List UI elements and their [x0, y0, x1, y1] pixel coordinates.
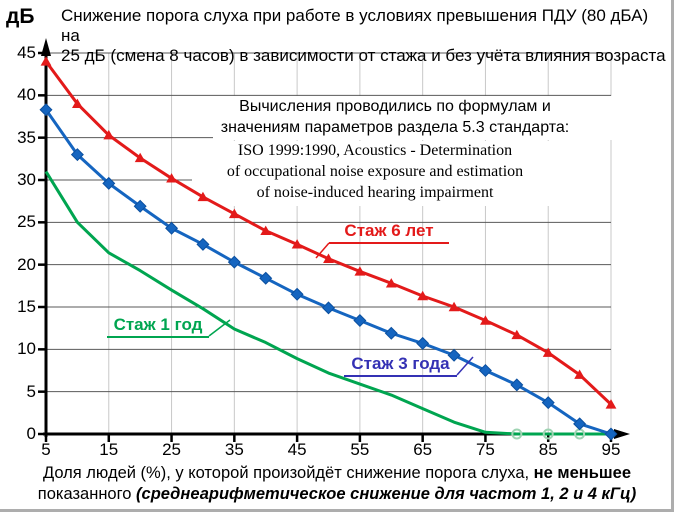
leader-3-years — [456, 356, 474, 376]
iso-annotation-backdrop — [225, 141, 555, 206]
x-axis-arrow — [614, 429, 630, 439]
y-tick-label: 15 — [17, 297, 36, 316]
diamond-marker — [259, 271, 273, 285]
chart-title: Снижение порога слуха при работе в услов… — [61, 6, 666, 65]
diamond-marker — [196, 237, 210, 251]
caption-bold-italic-text: (среднеарифметическое снижение для часто… — [136, 485, 637, 503]
diamond-marker — [541, 396, 555, 410]
diamond-marker — [290, 287, 304, 301]
triangle-marker — [385, 278, 397, 288]
y-tick-label: 5 — [26, 381, 36, 401]
series-0 — [40, 56, 617, 409]
x-tick-label: 55 — [350, 440, 370, 459]
series-label-1-year: Стаж 1 год — [107, 315, 209, 338]
triangle-marker — [354, 266, 366, 276]
y-axis-unit-label: дБ — [6, 5, 35, 28]
triangle-marker — [417, 290, 429, 301]
x-axis-caption: Доля людей (%), у которой произойдёт сни… — [0, 463, 671, 505]
x-tick-label: 85 — [538, 440, 558, 459]
caption-bold-text: не меньшее — [533, 464, 631, 482]
triangle-marker — [260, 225, 272, 235]
y-tick-label: 20 — [17, 254, 36, 274]
triangle-marker — [197, 191, 209, 202]
triangle-marker — [605, 399, 617, 409]
y-tick-label: 40 — [17, 85, 36, 105]
y-tick-label: 10 — [17, 339, 36, 359]
x-tick-label: 35 — [224, 440, 244, 459]
triangle-marker — [480, 315, 491, 325]
diamond-marker — [353, 314, 367, 328]
triangle-marker — [166, 173, 177, 183]
y-axis-arrow — [41, 38, 51, 56]
iso-standard-annotation: ISO 1999:1990, Acoustics - Determination… — [226, 142, 524, 201]
zero-circle-marker — [542, 428, 554, 440]
x-tick-label: 25 — [162, 440, 181, 459]
diamond-marker — [102, 176, 116, 190]
diamond-marker — [510, 378, 524, 392]
diamond-marker — [384, 326, 398, 340]
triangle-marker — [71, 98, 83, 108]
diamond-marker — [70, 148, 84, 162]
y-tick-label: 25 — [17, 212, 36, 232]
diamond-marker — [573, 417, 587, 431]
y-tick-label: 30 — [17, 170, 36, 189]
caption-line2-text: показанного — [37, 485, 137, 503]
series-label-3-years: Стаж 3 года — [344, 354, 457, 377]
x-tick-label: 95 — [601, 440, 621, 459]
diamond-marker — [604, 427, 618, 441]
x-tick-label: 5 — [41, 440, 51, 459]
series-1 — [39, 103, 618, 441]
diamond-marker — [321, 301, 336, 315]
caption-regular-text: Доля людей (%), у которой произойдёт сни… — [42, 464, 534, 482]
x-tick-label: 15 — [99, 440, 119, 459]
series-line — [44, 170, 611, 436]
method-annotation: Вычисления проводились по формулам и зна… — [220, 98, 570, 136]
method-annotation-backdrop — [213, 96, 612, 140]
triangle-marker — [40, 56, 52, 66]
y-tick-label: 35 — [17, 127, 36, 147]
horizontal-gridlines — [46, 52, 611, 393]
triangle-marker — [448, 301, 460, 312]
x-tick-label: 45 — [287, 440, 307, 459]
label-leader-lines — [208, 242, 474, 376]
diamond-marker — [133, 199, 147, 213]
triangle-marker — [511, 329, 523, 340]
triangle-marker — [134, 152, 146, 163]
triangle-marker — [323, 253, 334, 263]
triangle-marker — [103, 129, 115, 140]
zero-circle-marker — [511, 428, 523, 440]
diamond-marker — [165, 221, 179, 235]
triangle-marker — [291, 239, 303, 249]
y-tick-label: 45 — [17, 43, 36, 62]
triangle-marker — [228, 208, 240, 219]
triangle-marker — [542, 347, 554, 357]
diamond-marker — [447, 348, 461, 362]
diamond-marker — [227, 255, 241, 269]
series-label-6-years: Стаж 6 лет — [329, 221, 449, 244]
triangle-marker — [574, 369, 586, 379]
diamond-marker — [478, 363, 492, 378]
diamond-marker — [39, 103, 53, 117]
x-tick-label: 65 — [413, 440, 433, 459]
y-tick-label: 0 — [26, 424, 36, 443]
diamond-marker — [416, 336, 430, 350]
leader-1-year — [208, 319, 231, 337]
leader-6-years — [315, 242, 330, 259]
x-tick-label: 75 — [475, 440, 495, 459]
